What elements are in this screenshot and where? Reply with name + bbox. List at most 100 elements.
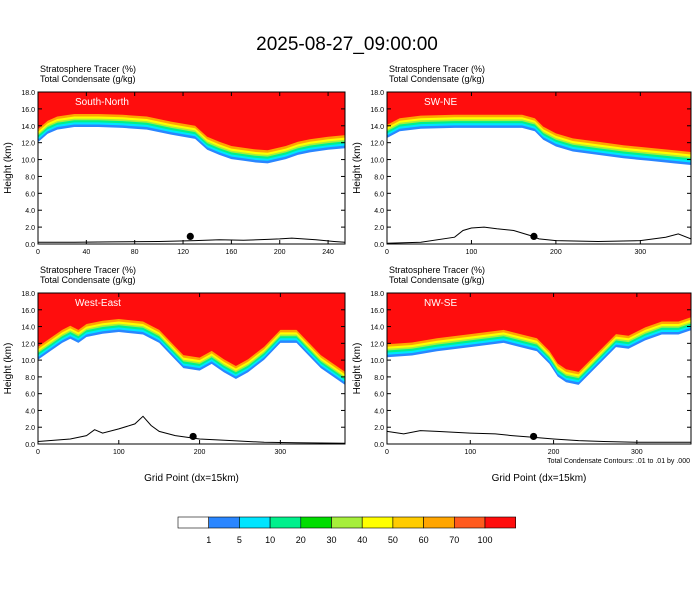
header-condensate: Total Condensate (g/kg) (389, 275, 485, 285)
header-condensate: Total Condensate (g/kg) (40, 74, 136, 84)
header-condensate: Total Condensate (g/kg) (389, 74, 485, 84)
location-marker (186, 232, 194, 240)
terrain-line (38, 237, 345, 243)
plot-area (38, 293, 345, 444)
y-tick-label: 0.0 (25, 442, 35, 449)
colorbar-label: 5 (237, 535, 242, 545)
colorbar-swatch (361, 516, 394, 529)
location-marker (189, 432, 197, 441)
y-tick-label: 4.0 (374, 408, 384, 415)
panel-2: Stratosphere Tracer (%)Total Condensate … (352, 64, 692, 256)
colorbar: 1 5 10 20 30 40 50 60 70 100 (177, 516, 517, 545)
colorbar-label: 10 (265, 535, 275, 545)
y-tick-label: 6.0 (25, 392, 35, 399)
plot-frame (37, 292, 346, 445)
y-tick-label: 18.0 (21, 291, 35, 298)
y-tick-label: 18.0 (370, 291, 384, 298)
plot-frame (37, 91, 346, 245)
y-tick-label: 16.0 (370, 107, 384, 114)
y-tick-label: 6.0 (374, 392, 384, 399)
tracer-band-7 (387, 92, 691, 152)
colorbar-label: 30 (326, 535, 336, 545)
panel-label: SW-NE (424, 97, 457, 108)
y-tick-label: 10.0 (21, 358, 35, 365)
y-tick-label: 14.0 (21, 325, 35, 332)
y-tick-label: 18.0 (21, 90, 35, 97)
x-tick-label: 120 (177, 249, 189, 256)
colorbar-swatch (423, 516, 455, 529)
y-tick-label: 4.0 (25, 408, 35, 415)
terrain-line (387, 226, 691, 244)
y-axis-label: Height (km) (352, 343, 363, 395)
y-tick-label: 8.0 (25, 174, 35, 181)
location-marker (530, 232, 538, 240)
x-tick-label: 0 (36, 449, 40, 456)
x-tick-label: 160 (226, 249, 238, 256)
y-tick-label: 4.0 (25, 208, 35, 215)
colorbar-label: 20 (296, 535, 306, 545)
x-tick-label: 80 (131, 249, 139, 256)
x-tick-label: 40 (82, 249, 90, 256)
x-tick-label: 100 (113, 449, 125, 456)
x-tick-label: 100 (466, 249, 478, 256)
colorbar-label: 100 (477, 535, 492, 545)
colorbar-swatch (239, 516, 271, 529)
y-axis-label: Height (km) (3, 343, 14, 395)
y-tick-label: 14.0 (370, 325, 384, 332)
colorbar-label: 1 (206, 535, 211, 545)
y-tick-label: 0.0 (25, 242, 35, 249)
x-tick-label: 300 (631, 449, 643, 456)
x-tick-label: 240 (322, 249, 334, 256)
plot-area (387, 293, 691, 444)
x-tick-label: 200 (550, 249, 562, 256)
y-tick-label: 8.0 (374, 174, 384, 181)
plot-frame (386, 292, 692, 445)
x-tick-label: 200 (274, 249, 286, 256)
plot-area (387, 92, 691, 244)
y-tick-label: 0.0 (374, 442, 384, 449)
y-tick-label: 2.0 (374, 425, 384, 432)
tracer-band-7 (38, 92, 345, 151)
x-tick-label: 0 (385, 249, 389, 256)
header-tracer: Stratosphere Tracer (%) (40, 265, 136, 275)
colorbar-swatch (392, 516, 424, 529)
y-tick-label: 12.0 (370, 141, 384, 148)
colorbar-swatch (484, 516, 517, 529)
y-tick-label: 0.0 (374, 242, 384, 249)
panel-1: Stratosphere Tracer (%)Total Condensate … (3, 64, 346, 256)
x-tick-label: 0 (36, 249, 40, 256)
x-tick-label: 300 (275, 449, 287, 456)
header-tracer: Stratosphere Tracer (%) (40, 64, 136, 74)
plot-area (38, 92, 345, 244)
panel-3: Stratosphere Tracer (%)Total Condensate … (3, 265, 346, 484)
x-axis-label: Grid Point (dx=15km) (492, 473, 587, 484)
y-tick-label: 16.0 (21, 308, 35, 315)
colorbar-label: 60 (419, 535, 429, 545)
footnote: Total Condensate Contours: .01 to .01 by… (547, 458, 690, 465)
colorbar-swatch (208, 516, 240, 529)
y-tick-label: 16.0 (21, 107, 35, 114)
tracer-band-7 (38, 293, 345, 372)
y-tick-label: 8.0 (374, 375, 384, 382)
y-tick-label: 2.0 (25, 225, 35, 232)
y-tick-label: 2.0 (25, 425, 35, 432)
panel-label: South-North (75, 97, 129, 108)
y-tick-label: 10.0 (21, 158, 35, 165)
colorbar-label: 50 (388, 535, 398, 545)
x-tick-label: 300 (634, 249, 646, 256)
colorbar-swatch (453, 516, 486, 529)
panel-4: Stratosphere Tracer (%)Total Condensate … (352, 265, 692, 484)
colorbar-swatch (177, 516, 210, 529)
header-condensate: Total Condensate (g/kg) (40, 275, 136, 285)
x-axis-label: Grid Point (dx=15km) (144, 473, 239, 484)
y-tick-label: 12.0 (21, 341, 35, 348)
x-tick-label: 200 (194, 449, 206, 456)
colorbar-label: 40 (357, 535, 367, 545)
plot-frame (386, 91, 692, 245)
y-tick-label: 14.0 (370, 124, 384, 131)
y-tick-label: 6.0 (25, 191, 35, 198)
y-tick-label: 6.0 (374, 191, 384, 198)
y-tick-label: 8.0 (25, 375, 35, 382)
colorbar-label: 70 (449, 535, 459, 545)
